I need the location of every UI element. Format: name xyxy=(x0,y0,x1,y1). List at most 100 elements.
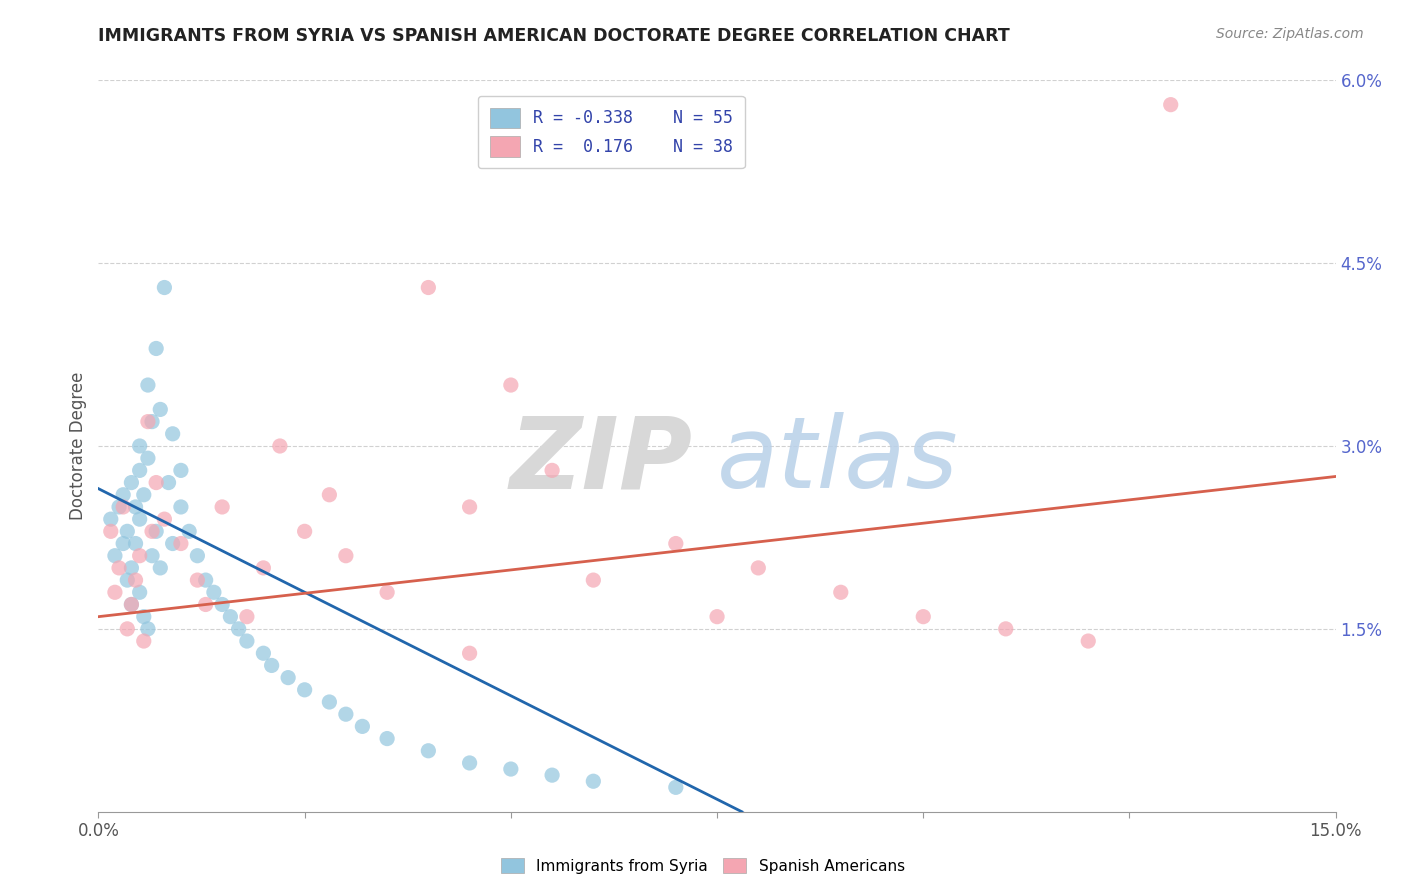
Point xyxy=(211,500,233,514)
Point xyxy=(170,463,193,477)
Point xyxy=(128,585,150,599)
Point xyxy=(104,549,127,563)
Point xyxy=(132,634,155,648)
Point xyxy=(294,524,316,539)
Point xyxy=(124,536,146,550)
Point xyxy=(418,280,440,294)
Point xyxy=(153,280,176,294)
Point xyxy=(145,342,167,356)
Point xyxy=(145,475,167,490)
Point xyxy=(141,524,163,539)
Point xyxy=(458,646,481,660)
Point xyxy=(124,500,146,514)
Point xyxy=(499,378,522,392)
Point xyxy=(141,549,163,563)
Point xyxy=(582,573,605,587)
Point xyxy=(294,682,316,697)
Point xyxy=(128,512,150,526)
Point xyxy=(117,573,139,587)
Point xyxy=(132,609,155,624)
Point xyxy=(375,731,398,746)
Point xyxy=(186,573,208,587)
Point xyxy=(665,536,688,550)
Point xyxy=(136,378,159,392)
Point xyxy=(269,439,291,453)
Point xyxy=(100,524,122,539)
Point xyxy=(1160,97,1182,112)
Point xyxy=(260,658,283,673)
Point xyxy=(318,695,340,709)
Text: atlas: atlas xyxy=(717,412,959,509)
Point xyxy=(100,512,122,526)
Point xyxy=(128,549,150,563)
Point xyxy=(335,549,357,563)
Point xyxy=(211,598,233,612)
Legend: R = -0.338    N = 55, R =  0.176    N = 38: R = -0.338 N = 55, R = 0.176 N = 38 xyxy=(478,96,745,169)
Point xyxy=(194,598,217,612)
Point xyxy=(157,475,180,490)
Text: ZIP: ZIP xyxy=(509,412,692,509)
Point xyxy=(162,536,184,550)
Point xyxy=(108,500,131,514)
Point xyxy=(128,439,150,453)
Point xyxy=(120,598,142,612)
Point xyxy=(170,536,193,550)
Point xyxy=(499,762,522,776)
Point xyxy=(1077,634,1099,648)
Point xyxy=(665,780,688,795)
Point xyxy=(706,609,728,624)
Y-axis label: Doctorate Degree: Doctorate Degree xyxy=(69,372,87,520)
Point xyxy=(117,622,139,636)
Point xyxy=(318,488,340,502)
Point xyxy=(149,402,172,417)
Point xyxy=(375,585,398,599)
Point xyxy=(582,774,605,789)
Point xyxy=(236,634,259,648)
Point xyxy=(179,524,201,539)
Point xyxy=(117,524,139,539)
Point xyxy=(830,585,852,599)
Point xyxy=(541,463,564,477)
Point xyxy=(141,415,163,429)
Point xyxy=(145,524,167,539)
Point xyxy=(352,719,374,733)
Point xyxy=(132,488,155,502)
Point xyxy=(112,488,135,502)
Point xyxy=(149,561,172,575)
Legend: Immigrants from Syria, Spanish Americans: Immigrants from Syria, Spanish Americans xyxy=(495,852,911,880)
Point xyxy=(202,585,225,599)
Text: Source: ZipAtlas.com: Source: ZipAtlas.com xyxy=(1216,27,1364,41)
Point xyxy=(112,536,135,550)
Point xyxy=(120,598,142,612)
Point xyxy=(236,609,259,624)
Point xyxy=(162,426,184,441)
Point xyxy=(112,500,135,514)
Text: IMMIGRANTS FROM SYRIA VS SPANISH AMERICAN DOCTORATE DEGREE CORRELATION CHART: IMMIGRANTS FROM SYRIA VS SPANISH AMERICA… xyxy=(98,27,1010,45)
Point xyxy=(120,475,142,490)
Point xyxy=(186,549,208,563)
Point xyxy=(747,561,769,575)
Point xyxy=(252,561,274,575)
Point xyxy=(124,573,146,587)
Point xyxy=(219,609,242,624)
Point xyxy=(277,671,299,685)
Point xyxy=(120,561,142,575)
Point xyxy=(994,622,1017,636)
Point xyxy=(153,512,176,526)
Point xyxy=(541,768,564,782)
Point xyxy=(458,756,481,770)
Point xyxy=(228,622,250,636)
Point xyxy=(136,451,159,466)
Point xyxy=(335,707,357,722)
Point xyxy=(418,744,440,758)
Point xyxy=(912,609,935,624)
Point xyxy=(458,500,481,514)
Point xyxy=(194,573,217,587)
Point xyxy=(136,622,159,636)
Point xyxy=(108,561,131,575)
Point xyxy=(136,415,159,429)
Point xyxy=(128,463,150,477)
Point xyxy=(170,500,193,514)
Point xyxy=(252,646,274,660)
Point xyxy=(104,585,127,599)
